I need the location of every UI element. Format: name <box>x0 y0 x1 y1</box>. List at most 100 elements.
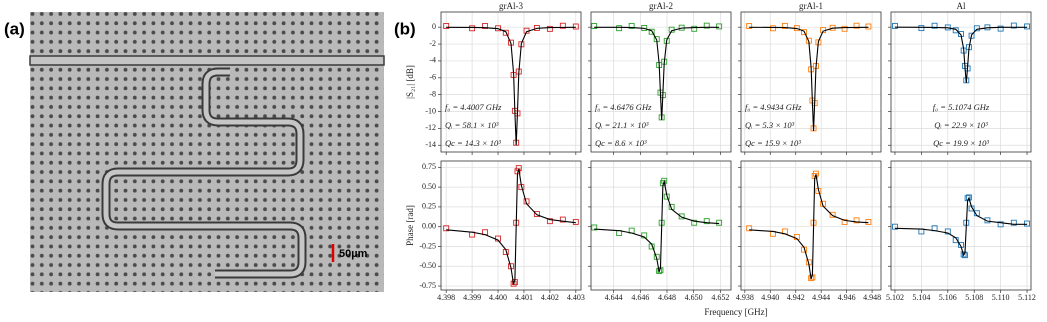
x-tick-label: 5.112 <box>1018 293 1036 302</box>
data-marker <box>559 216 566 223</box>
data-marker <box>973 25 980 32</box>
data-marker <box>746 23 753 29</box>
subplot-title: grAl-1 <box>799 1 823 11</box>
x-tick-label: 4.650 <box>685 293 703 302</box>
x-tick-label: 4.944 <box>812 293 830 302</box>
data-marker <box>502 29 509 36</box>
data-marker <box>853 22 860 29</box>
annotation: f₀ = 4.4007 GHz <box>445 102 502 112</box>
data-marker <box>892 22 898 29</box>
data-marker <box>865 23 872 30</box>
x-tick-label: 5.106 <box>939 293 957 302</box>
y-axis-label: |S₂₁| [dB] <box>405 65 415 99</box>
data-marker <box>997 25 1004 32</box>
x-tick-label: 4.948 <box>863 293 881 302</box>
data-marker <box>703 22 710 29</box>
data-marker <box>1010 219 1017 226</box>
data-marker <box>1010 22 1017 29</box>
data-marker <box>960 251 967 258</box>
axes-frame <box>590 11 732 153</box>
y-tick-label: -6 <box>429 73 436 82</box>
micrograph: 50µm <box>29 12 385 292</box>
y-tick-label: -12 <box>425 123 436 132</box>
axes-frame <box>440 160 582 291</box>
fit-line <box>894 26 1028 83</box>
data-marker <box>572 23 579 30</box>
y-tick-label: 0.75 <box>422 162 436 171</box>
y-tick-label: 0.00 <box>422 222 436 231</box>
x-tick-label: 4.401 <box>515 293 533 302</box>
data-marker <box>628 22 635 29</box>
fit-line <box>894 196 1028 257</box>
data-marker <box>641 232 648 239</box>
axes-frame <box>890 160 1032 291</box>
y-axis-label: Phase [rad] <box>405 205 415 246</box>
x-tick-label: 4.402 <box>541 293 559 302</box>
data-marker <box>841 218 848 225</box>
fit-line <box>594 26 720 120</box>
data-marker <box>691 25 698 32</box>
x-axis-label: Frequency [GHz] <box>704 307 767 317</box>
axes-background <box>441 12 581 152</box>
x-tick-label: 4.648 <box>658 293 676 302</box>
data-marker <box>616 25 623 32</box>
y-tick-label: 0.25 <box>422 202 436 211</box>
data-marker <box>546 218 553 225</box>
data-marker <box>841 25 848 32</box>
micrograph-background <box>30 12 384 292</box>
plots: 0 -2 -4 -6 -8 -10 -12 -14 grAl-3 |S₂₁| [dB] f₀ = 4… <box>405 1 1036 302</box>
axes-background <box>591 12 731 152</box>
y-tick-label: -8 <box>429 89 436 98</box>
data-marker <box>591 23 598 29</box>
data-marker <box>716 23 723 30</box>
data-marker <box>656 268 663 274</box>
x-tick-label: 5.102 <box>886 293 904 302</box>
fit-line <box>749 26 869 131</box>
x-tick-label: 5.104 <box>912 293 930 302</box>
annotation: Qᵢ = 5.3 × 10³ <box>745 120 795 130</box>
fit-line <box>749 174 869 280</box>
x-tick-label: 4.646 <box>631 293 649 302</box>
x-tick-label: 4.942 <box>787 293 805 302</box>
panel-label: (a) <box>4 19 25 38</box>
fit-line <box>446 168 576 285</box>
x-tick-label: 4.400 <box>489 293 507 302</box>
data-marker <box>469 25 476 32</box>
annotation: Qc = 14.3 × 10³ <box>445 138 501 148</box>
y-tick-label: -0.75 <box>419 281 436 290</box>
data-marker <box>892 223 898 230</box>
data-marker <box>648 28 655 35</box>
axes-background <box>891 161 1031 290</box>
x-tick-label: 5.110 <box>992 293 1010 302</box>
feedline <box>29 55 385 66</box>
data-marker <box>769 25 776 32</box>
annotation: Qᵢ = 58.1 × 10³ <box>445 120 499 130</box>
data-marker <box>716 219 723 226</box>
data-marker <box>968 32 975 39</box>
data-marker <box>853 217 860 224</box>
y-tick-label: 0.50 <box>422 182 436 191</box>
fit-line <box>594 179 720 272</box>
data-marker <box>533 211 540 217</box>
data-marker <box>691 219 698 226</box>
x-tick-label: 4.946 <box>838 293 856 302</box>
x-tick-label: 4.940 <box>761 293 779 302</box>
y-tick-label: -10 <box>425 106 436 115</box>
data-marker <box>1024 220 1030 227</box>
y-tick-label: -4 <box>429 56 436 65</box>
data-marker <box>944 228 951 235</box>
annotation: f₀ = 4.9434 GHz <box>745 102 802 112</box>
axes-frame <box>890 11 1032 153</box>
x-tick-label: 4.403 <box>567 293 585 302</box>
axes-frame <box>740 160 882 291</box>
data-marker <box>443 23 450 29</box>
x-tick-label: 4.644 <box>605 293 623 302</box>
y-tick-label: -2 <box>429 39 436 48</box>
data-marker <box>865 218 872 225</box>
annotation: f₀ = 5.1074 GHz <box>933 102 990 112</box>
fit-line <box>446 26 576 146</box>
data-marker <box>931 22 938 29</box>
axes-frame <box>740 11 882 153</box>
data-marker <box>829 211 836 218</box>
